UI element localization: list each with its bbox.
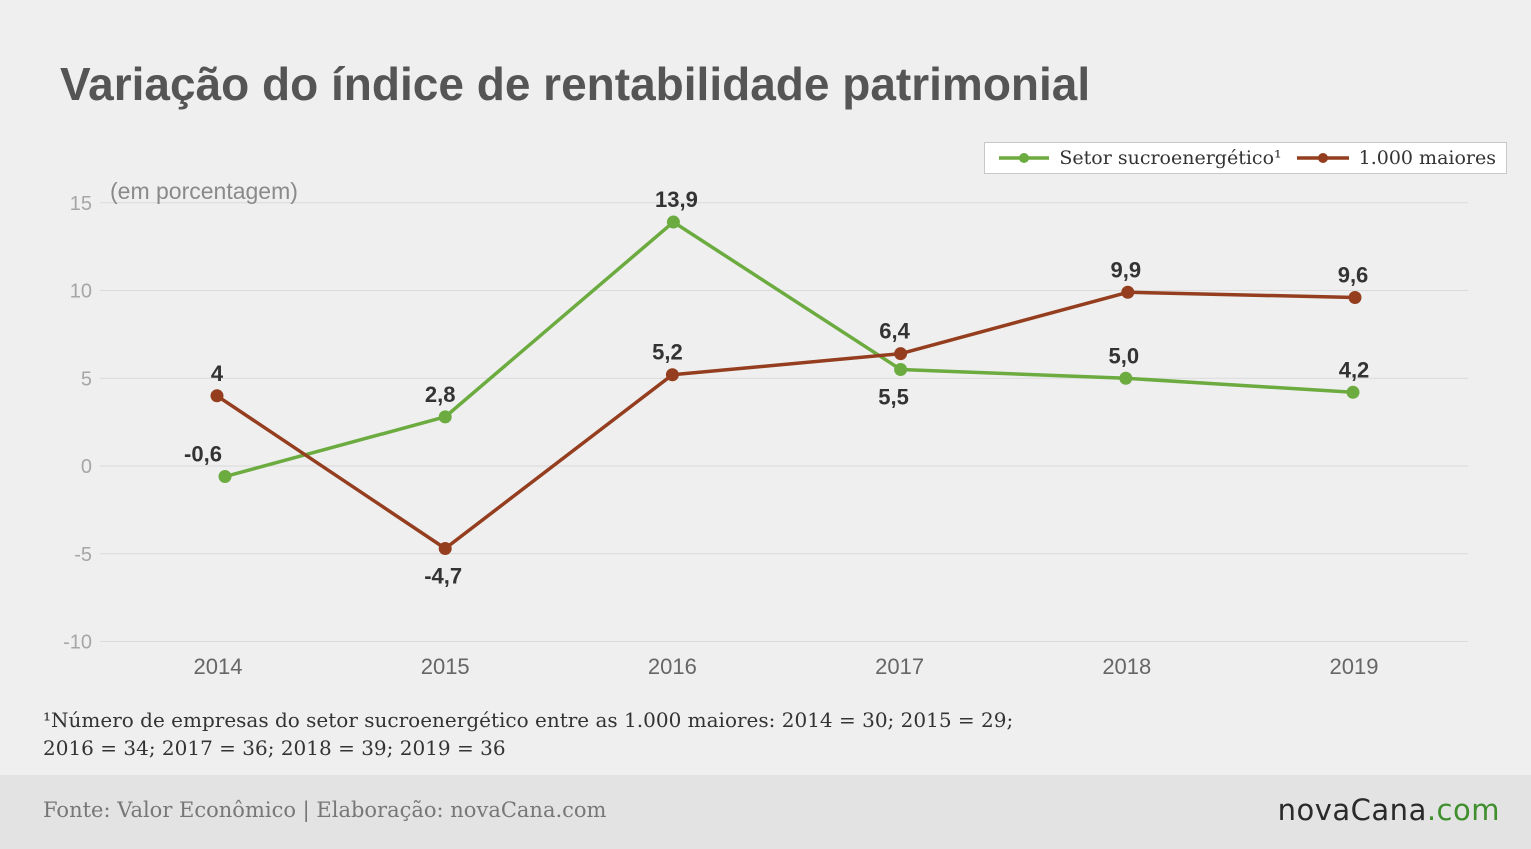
legend: Setor sucroenergético¹ 1.000 maiores	[984, 142, 1507, 174]
data-label-mil-maiores: 5,2	[652, 340, 683, 365]
data-point-setor-sucroenergetico	[666, 215, 680, 229]
footnote-line: ¹Número de empresas do setor sucroenergé…	[43, 708, 1014, 732]
y-tick-label: 0	[81, 456, 92, 478]
x-axis: 2014 2015 2016 2017 2018 2019	[194, 654, 1379, 679]
data-point-mil-maiores	[210, 389, 224, 403]
data-label-setor-sucroenergetico: 5,5	[878, 384, 909, 409]
y-tick-label: -10	[63, 632, 92, 654]
data-label-mil-maiores: 9,9	[1111, 257, 1142, 282]
data-point-setor-sucroenergetico	[1119, 371, 1133, 385]
legend-swatch-setor-sucroenergetico	[999, 153, 1050, 163]
x-tick-label: 2017	[875, 654, 924, 679]
data-label-mil-maiores: 6,4	[879, 319, 910, 344]
x-tick-label: 2018	[1102, 654, 1151, 679]
data-label-setor-sucroenergetico: 4,2	[1339, 357, 1370, 382]
legend-label: 1.000 maiores	[1358, 147, 1496, 169]
data-label-mil-maiores: 4	[211, 361, 224, 386]
x-tick-label: 2015	[421, 654, 470, 679]
y-tick-label: 5	[81, 368, 92, 390]
data-label-setor-sucroenergetico: -0,6	[184, 442, 222, 467]
data-label-mil-maiores: 9,6	[1338, 263, 1369, 288]
legend-dot-marker	[1317, 153, 1328, 163]
y-tick-label: -5	[74, 544, 92, 566]
logo-suffix: .com	[1426, 793, 1500, 827]
legend-dot-marker	[1019, 153, 1030, 163]
legend-item-mil-maiores: 1.000 maiores	[1296, 147, 1496, 169]
data-point-setor-sucroenergetico	[438, 410, 452, 424]
y-tick-label: 15	[70, 193, 92, 215]
series-lines	[215, 220, 1357, 551]
x-tick-label: 2014	[194, 654, 243, 679]
footnote: ¹Número de empresas do setor sucroenergé…	[43, 706, 1013, 762]
data-point-setor-sucroenergetico	[894, 362, 908, 376]
legend-item-setor-sucroenergetico: Setor sucroenergético¹	[999, 147, 1282, 169]
x-tick-label: 2019	[1330, 654, 1379, 679]
x-tick-label: 2016	[648, 654, 697, 679]
footnote-line: 2016 = 34; 2017 = 36; 2018 = 39; 2019 = …	[43, 736, 506, 760]
data-point-mil-maiores	[665, 368, 679, 382]
chart-title: Variação do índice de rentabilidade patr…	[60, 58, 1091, 110]
data-point-setor-sucroenergetico	[1346, 385, 1360, 399]
data-label-setor-sucroenergetico: 2,8	[425, 382, 456, 407]
series-points	[210, 215, 1362, 555]
source-credit: Fonte: Valor Econômico | Elaboração: nov…	[43, 798, 607, 822]
data-point-mil-maiores	[1121, 285, 1135, 299]
footer-bar: Fonte: Valor Econômico | Elaboração: nov…	[0, 775, 1531, 849]
data-point-mil-maiores	[894, 347, 908, 361]
logo-wordmark: novaCana	[1277, 793, 1427, 827]
data-label-setor-sucroenergetico: 5,0	[1109, 343, 1140, 368]
gridlines	[100, 202, 1468, 642]
data-point-mil-maiores	[1348, 291, 1362, 305]
series-line-setor-sucroenergetico	[223, 220, 1355, 479]
data-labels: -0,6 2,8 13,9 5,5 5,0 4,2 4 -4,7 5,2 6,4 9,9 9,6	[184, 187, 1369, 588]
chart-unit-subtitle: (em porcentagem)	[110, 178, 298, 204]
series-line-mil-maiores	[215, 290, 1357, 551]
data-point-mil-maiores	[438, 541, 452, 555]
legend-swatch-mil-maiores	[1296, 153, 1349, 163]
data-point-setor-sucroenergetico	[218, 470, 232, 484]
data-label-mil-maiores: -4,7	[424, 563, 462, 588]
data-label-setor-sucroenergetico: 13,9	[655, 187, 698, 212]
legend-label: Setor sucroenergético¹	[1059, 147, 1282, 169]
y-axis: -10 -5 0 5 10 15	[63, 193, 92, 654]
y-tick-label: 10	[70, 281, 92, 303]
novacana-logo: novaCana.com	[1278, 793, 1500, 827]
